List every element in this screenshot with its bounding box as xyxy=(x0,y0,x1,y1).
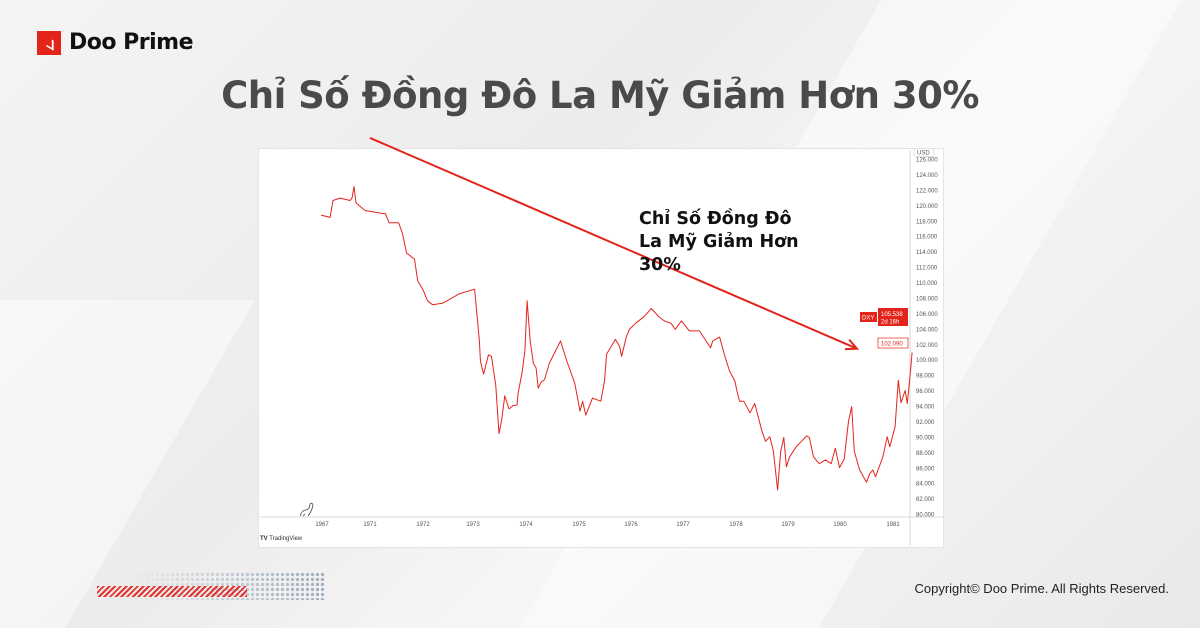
y-tick-label: 118.000 xyxy=(916,219,938,225)
trend-arrow-line xyxy=(369,137,858,350)
x-tick-label: 1978 xyxy=(729,522,743,528)
y-tick-label: 100.000 xyxy=(916,358,938,364)
x-tick-label: 1975 xyxy=(572,522,586,528)
source-label: TradingView xyxy=(269,536,303,542)
y-tick-label: 80.000 xyxy=(916,513,935,519)
tradingview-watermark: TV TradingView xyxy=(260,536,302,542)
x-tick-label: 1967 xyxy=(315,522,329,528)
x-tick-label: 1976 xyxy=(624,522,638,528)
countdown-label: 2d 16h xyxy=(881,320,899,326)
currency-label: USD xyxy=(917,151,930,157)
chart-annotation: Chỉ Số Đồng Đô La Mỹ Giảm Hơn 30% xyxy=(639,209,799,275)
dino-icon xyxy=(299,502,314,517)
x-tick-label: 1980 xyxy=(833,522,847,528)
dxy-series-line xyxy=(320,186,913,491)
page-title: Chỉ Số Đồng Đô La Mỹ Giảm Hơn 30% xyxy=(221,74,979,117)
y-tick-label: 84.000 xyxy=(916,482,935,488)
y-tick-label: 108.000 xyxy=(916,296,938,302)
y-tick-label: 104.000 xyxy=(916,327,938,333)
y-tick-label: 116.000 xyxy=(916,235,938,241)
trend-arrow-head xyxy=(844,338,860,351)
y-tick-label: 110.000 xyxy=(916,281,938,287)
x-tick-label: 1979 xyxy=(781,522,795,528)
symbol-tag xyxy=(860,312,877,322)
tradingview-logo-icon: TV xyxy=(260,536,268,542)
y-tick-label: 126.000 xyxy=(916,158,938,164)
x-tick-label: 1973 xyxy=(466,522,480,528)
copyright-text: Copyright© Doo Prime. All Rights Reserve… xyxy=(914,581,1169,596)
y-tick-label: 102.000 xyxy=(916,343,938,349)
y-tick-label: 98.000 xyxy=(916,374,935,380)
currency-box xyxy=(913,148,935,157)
y-tick-label: 114.000 xyxy=(916,250,938,256)
y-tick-label: 96.000 xyxy=(916,389,935,395)
y-tick-label: 90.000 xyxy=(916,435,935,441)
last-value-label: 105.538 xyxy=(881,312,903,318)
x-tick-label: 1977 xyxy=(676,522,690,528)
ref-value-label: 102.090 xyxy=(881,342,903,348)
x-tick-label: 1971 xyxy=(363,522,377,528)
y-tick-label: 124.000 xyxy=(916,173,938,179)
ref-value-tag xyxy=(877,337,909,349)
decorative-hatch xyxy=(97,586,247,597)
y-tick-label: 86.000 xyxy=(916,466,935,472)
y-tick-label: 82.000 xyxy=(916,497,935,503)
last-value-tag xyxy=(878,308,908,326)
doo-prime-logo-icon xyxy=(37,30,61,55)
brand-logo: Doo Prime xyxy=(37,30,194,55)
x-tick-label: 1974 xyxy=(519,522,533,528)
x-tick-label: 1972 xyxy=(416,522,430,528)
chart-panel xyxy=(258,148,944,548)
y-tick-label: 94.000 xyxy=(916,405,935,411)
y-tick-label: 92.000 xyxy=(916,420,935,426)
y-tick-label: 120.000 xyxy=(916,204,938,210)
brand-name: Doo Prime xyxy=(69,30,194,55)
y-tick-label: 106.000 xyxy=(916,312,938,318)
y-tick-label: 88.000 xyxy=(916,451,935,457)
y-tick-label: 112.000 xyxy=(916,266,938,272)
symbol-label: DXY xyxy=(862,316,874,322)
x-tick-label: 1981 xyxy=(886,522,900,528)
y-tick-label: 122.000 xyxy=(916,188,938,194)
